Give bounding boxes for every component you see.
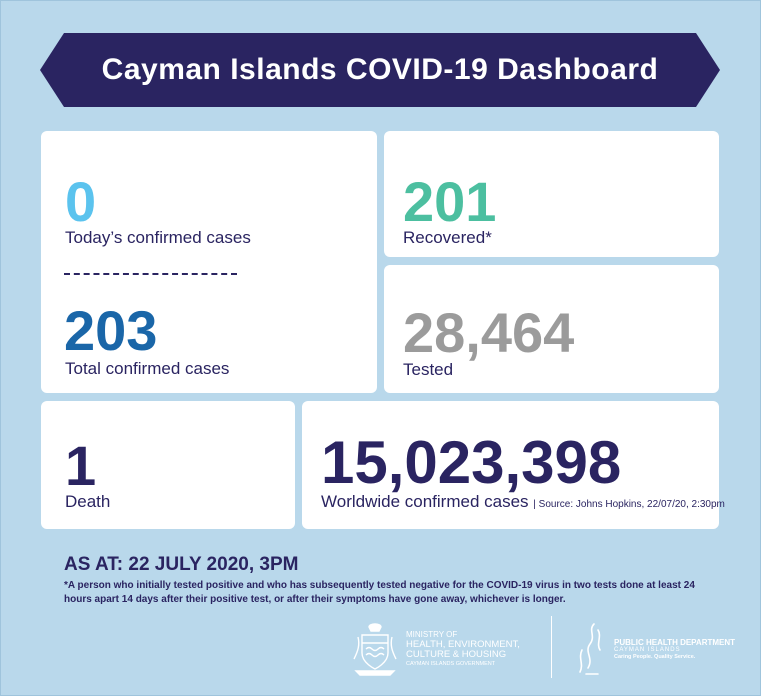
coat-of-arms-icon: [353, 623, 397, 676]
worldwide-label-row: Worldwide confirmed cases | Source: John…: [321, 492, 725, 512]
recovered-footnote: *A person who initially tested positive …: [64, 580, 695, 605]
ministry-logo-text: MINISTRY OF HEALTH, ENVIRONMENT, CULTURE…: [406, 630, 520, 667]
public-health-logo: PUBLIC HEALTH DEPARTMENT CAYMAN ISLANDS …: [576, 618, 735, 680]
death-value: 1: [65, 434, 97, 497]
worldwide-card: 15,023,398 Worldwide confirmed cases | S…: [302, 401, 725, 529]
phd-line3: Caring People. Quality Service.: [614, 653, 696, 660]
total-cases-value: 203: [64, 299, 158, 362]
recovered-label: Recovered*: [403, 228, 492, 247]
total-cases-label: Total confirmed cases: [65, 359, 230, 378]
recovered-value: 201: [403, 170, 497, 233]
tested-value: 28,464: [403, 301, 575, 364]
recovered-card: 201 Recovered*: [384, 131, 719, 257]
page-title: Cayman Islands COVID-19 Dashboard: [101, 53, 659, 86]
dashed-divider: [64, 273, 237, 275]
phd-line2: CAYMAN ISLANDS: [614, 646, 681, 653]
worldwide-source: | Source: Johns Hopkins, 22/07/20, 2:30p…: [533, 499, 725, 510]
confirmed-cases-card: 0 Today’s confirmed cases 203 Total conf…: [41, 131, 377, 393]
ministry-line3: CULTURE & HOUSING: [406, 649, 507, 661]
logo-separator: [551, 616, 552, 678]
phd-line1: PUBLIC HEALTH DEPARTMENT: [614, 637, 736, 647]
todays-cases-value: 0: [65, 170, 97, 233]
tested-label: Tested: [403, 360, 454, 379]
title-banner: Cayman Islands COVID-19 Dashboard: [40, 33, 720, 107]
ministry-line1: MINISTRY OF: [406, 630, 458, 640]
todays-cases-label: Today’s confirmed cases: [65, 228, 251, 247]
death-label: Death: [65, 492, 111, 511]
as-at-date: AS AT: 22 JULY 2020, 3PM: [64, 554, 299, 575]
ministry-line2: HEALTH, ENVIRONMENT,: [406, 638, 520, 650]
ministry-logo: MINISTRY OF HEALTH, ENVIRONMENT, CULTURE…: [352, 618, 520, 680]
worldwide-label: Worldwide confirmed cases: [321, 492, 529, 511]
public-health-logo-text: PUBLIC HEALTH DEPARTMENT CAYMAN ISLANDS …: [614, 638, 735, 660]
death-card: 1 Death: [41, 401, 295, 529]
worldwide-value: 15,023,398: [321, 429, 622, 496]
tested-card: 28,464 Tested: [384, 265, 719, 393]
ministry-line4: CAYMAN ISLANDS GOVERNMENT: [406, 661, 496, 668]
public-health-icon: [579, 623, 601, 675]
